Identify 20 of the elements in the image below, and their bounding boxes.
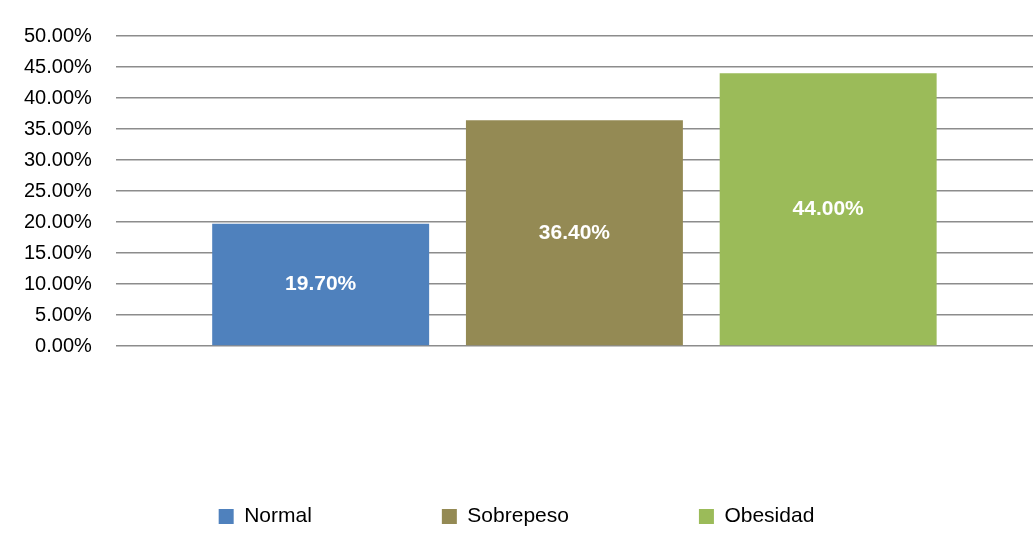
y-tick-label: 0.00%	[35, 333, 93, 356]
data-label: 44.00%	[792, 196, 865, 220]
y-tick-label: 30.00%	[23, 147, 93, 170]
bar	[465, 120, 683, 346]
y-tick-label: 50.00%	[23, 23, 93, 46]
y-tick-label: 15.00%	[23, 240, 93, 263]
y-tick-label: 35.00%	[23, 116, 93, 139]
legend-label: Sobrepeso	[467, 503, 569, 527]
data-label: 36.40%	[538, 219, 611, 243]
legend-label: Normal	[244, 503, 312, 527]
y-tick-label: 20.00%	[23, 209, 93, 232]
bar	[212, 223, 430, 346]
y-tick-label: 40.00%	[23, 85, 93, 108]
legend-label: Obesidad	[724, 503, 815, 527]
y-tick-label: 5.00%	[35, 302, 93, 325]
data-label: 19.70%	[285, 271, 357, 295]
bar	[719, 73, 937, 346]
y-tick-label: 45.00%	[23, 54, 93, 77]
y-tick-label: 25.00%	[23, 178, 93, 201]
y-tick-label: 10.00%	[23, 271, 93, 294]
